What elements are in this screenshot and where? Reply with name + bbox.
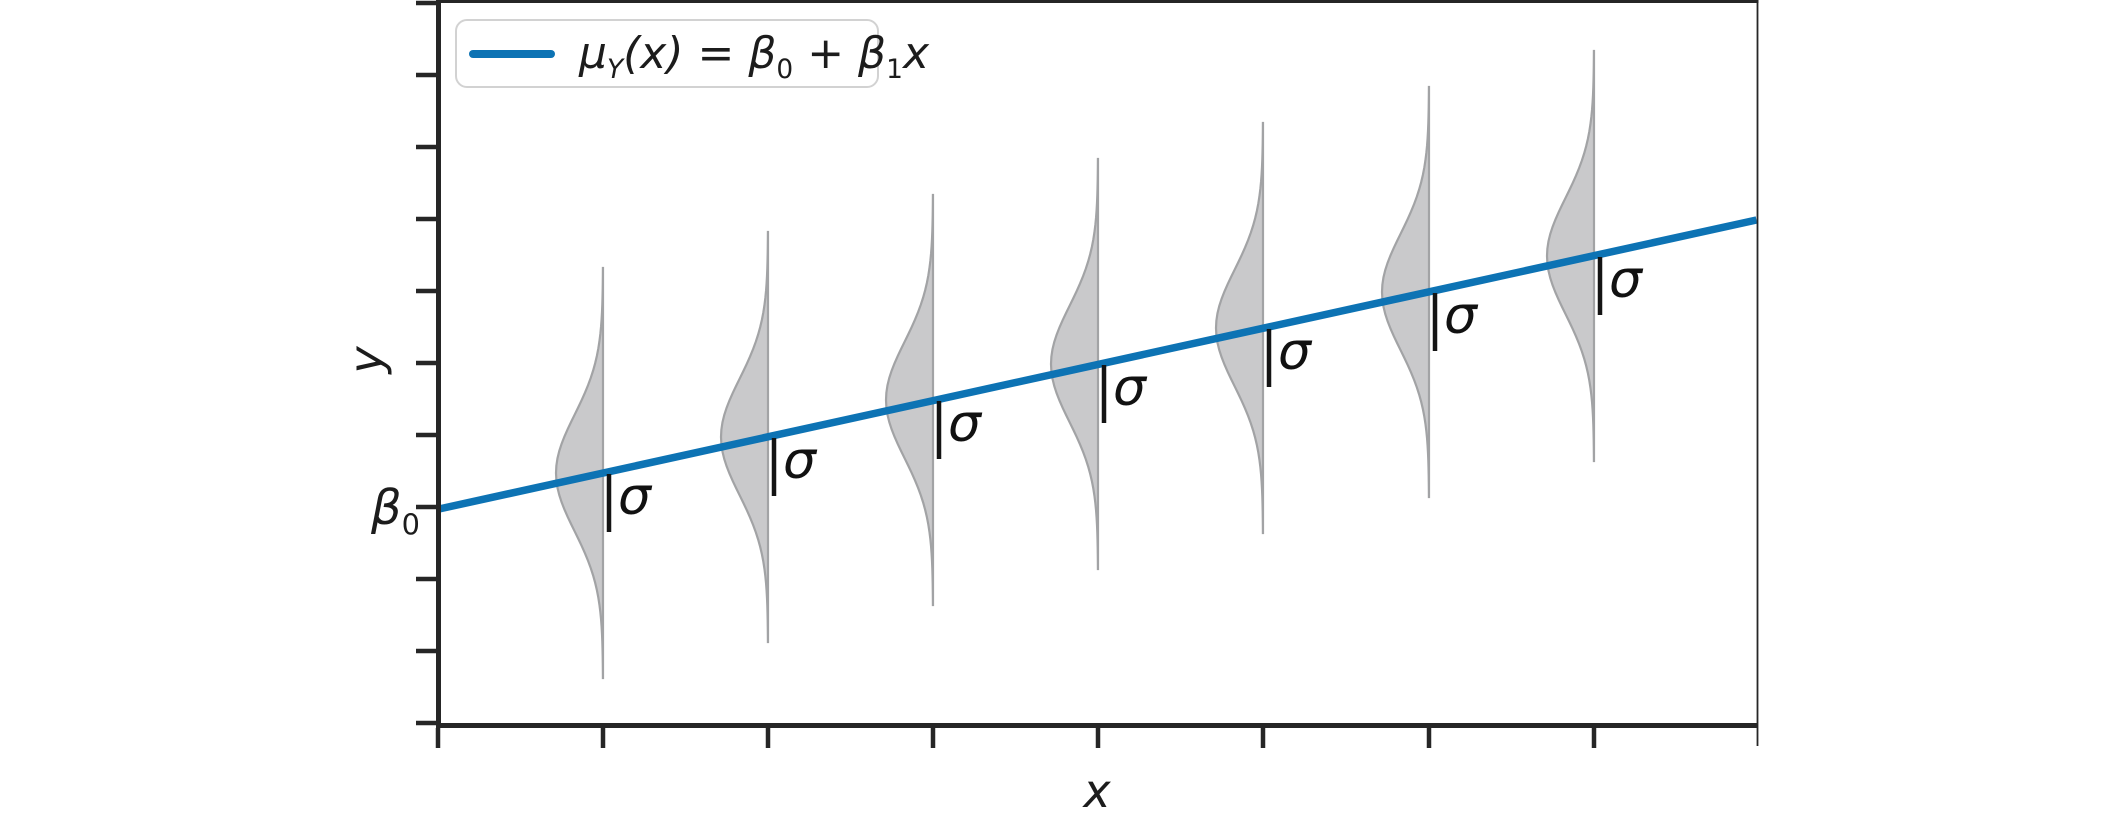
- legend-plus-beta: + β: [793, 27, 887, 79]
- legend-sub-1: 1: [886, 53, 903, 85]
- regression-line: [438, 216, 1758, 513]
- violin-density: [719, 230, 770, 644]
- violin-density: [1545, 49, 1596, 463]
- violin-density: [884, 193, 935, 607]
- legend-label: μY(x) = β0 + β1x: [579, 31, 929, 82]
- legend-eq-beta: (x) = β: [623, 27, 777, 79]
- violin-density: [554, 266, 605, 680]
- legend-mu: μ: [579, 27, 607, 79]
- legend-sub-Y: Y: [607, 53, 624, 85]
- violin-density: [1380, 85, 1431, 499]
- legend-sub-0: 0: [776, 53, 794, 85]
- violin-density: [1214, 121, 1265, 535]
- legend: μY(x) = β0 + β1x: [455, 19, 929, 88]
- legend-x: x: [902, 27, 929, 79]
- violin-density: [1049, 157, 1100, 571]
- legend-line-sample: [469, 49, 555, 58]
